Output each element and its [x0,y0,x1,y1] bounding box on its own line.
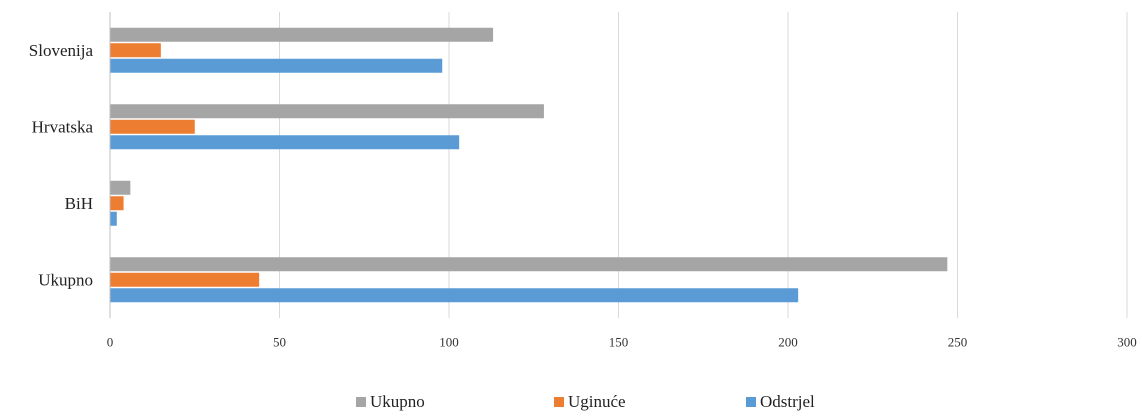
category-label: Hrvatska [32,117,94,136]
x-tick-label: 50 [273,335,286,350]
legend-label-odstrjel: Odstrjel [760,392,815,411]
category-label: Ukupno [38,270,93,289]
bar-ukupno-ukupno [110,257,948,272]
legend-swatch-odstrjel [746,397,756,407]
bar-hrvatska-ukupno [110,104,544,119]
bar-slovenija-uginue [110,43,161,58]
legend-label-uginuce: Uginuće [568,392,626,411]
bar-ukupno-uginue [110,272,260,287]
category-label: BiH [65,194,93,213]
x-tick-label: 150 [609,335,629,350]
legend-item-odstrjel: Odstrjel [746,392,815,412]
bar-bih-uginue [110,196,124,211]
legend-swatch-uginuce [554,397,564,407]
x-tick-label: 250 [948,335,968,350]
x-tick-label: 200 [778,335,798,350]
x-tick-label: 300 [1117,335,1137,350]
legend-item-uginuce: Uginuće [554,392,626,412]
x-tick-label: 100 [439,335,459,350]
bar-hrvatska-uginue [110,119,195,134]
bar-bih-odstrjel [110,211,117,226]
bar-ukupno-odstrjel [110,288,799,303]
legend-label-ukupno: Ukupno [370,392,425,411]
legend: Ukupno Uginuće Odstrjel [0,392,1142,414]
category-label: Slovenija [29,41,94,60]
legend-item-ukupno: Ukupno [356,392,425,412]
bar-hrvatska-odstrjel [110,135,460,150]
bar-bih-ukupno [110,180,131,195]
bar-slovenija-ukupno [110,27,494,42]
x-tick-label: 0 [107,335,114,350]
legend-swatch-ukupno [356,397,366,407]
bar-slovenija-odstrjel [110,58,443,73]
